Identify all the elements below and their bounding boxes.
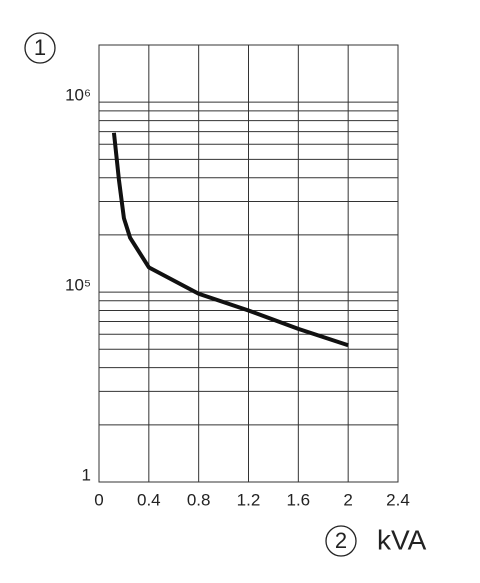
x-tick-label: 1.2 xyxy=(237,490,261,509)
y-tick-label: 10⁶ xyxy=(65,86,91,105)
x-tick-label: 0 xyxy=(94,490,103,509)
x-tick-label: 2 xyxy=(343,490,352,509)
marker-circle xyxy=(325,525,357,557)
x-tick-label: 1.6 xyxy=(287,490,311,509)
y-marker: 1 xyxy=(34,35,46,60)
x-tick-label: 0.8 xyxy=(187,490,211,509)
x-marker: 2 xyxy=(335,528,347,553)
x-tick-label: 0.4 xyxy=(137,490,161,509)
y-tick-label: 1 xyxy=(82,465,91,484)
y-tick-label: 10⁵ xyxy=(65,276,91,295)
x-axis-label: kVA xyxy=(377,524,427,555)
curve xyxy=(111,132,349,348)
marker-circle xyxy=(24,32,56,64)
x-tick-label: 2.4 xyxy=(386,490,410,509)
